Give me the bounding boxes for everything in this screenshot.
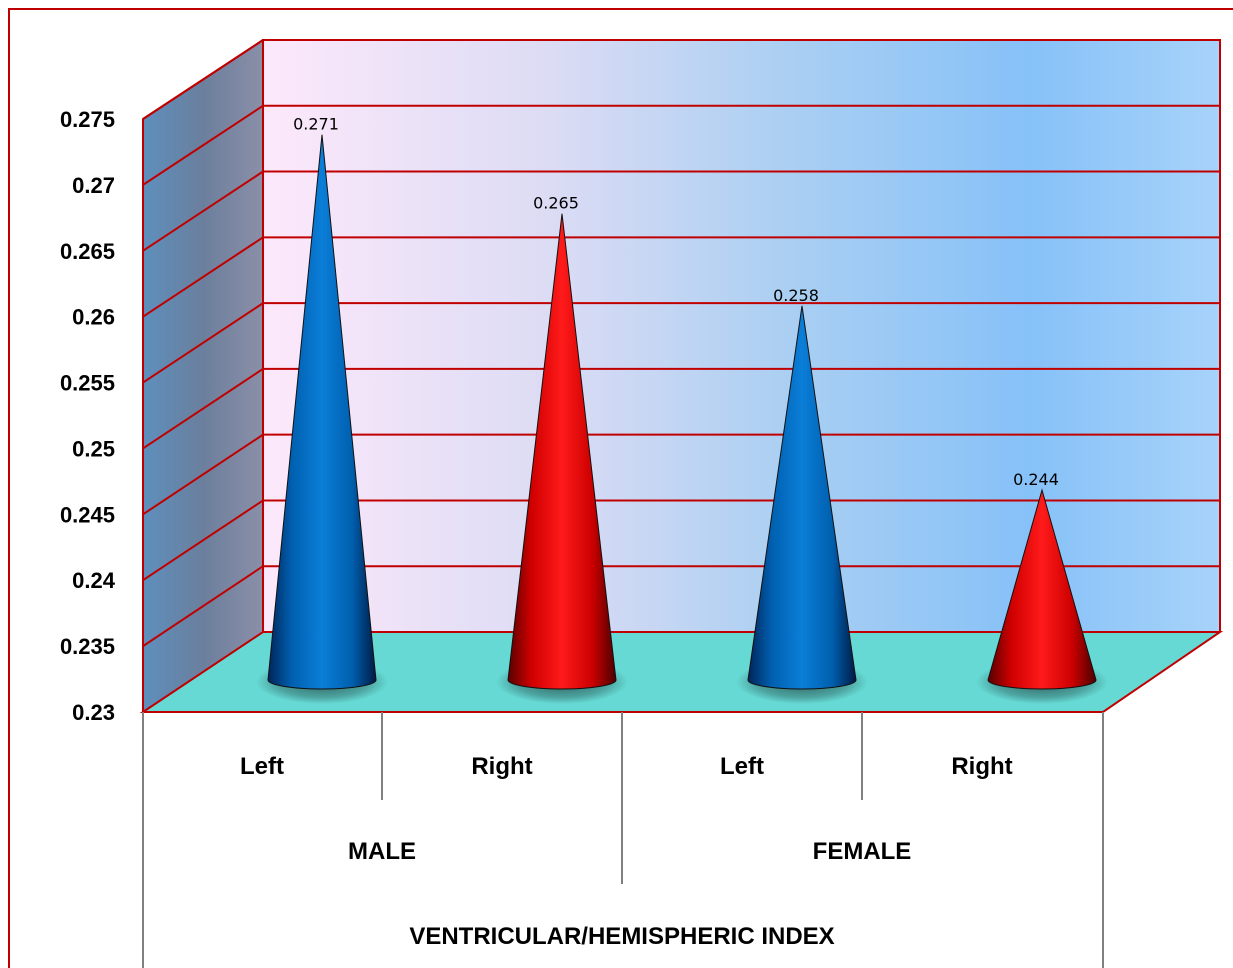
side-wall-outline <box>142 39 264 712</box>
group-label-male: MALE <box>348 838 416 865</box>
x-axis-title: VENTRICULAR/HEMISPHERIC INDEX <box>409 923 834 950</box>
y-tick-label: 0.245 <box>60 502 115 527</box>
y-tick-label: 0.23 <box>72 700 115 725</box>
back-wall <box>263 40 1220 632</box>
category-label: Left <box>720 753 764 780</box>
y-axis-ticks: 0.23 0.235 0.24 0.245 0.25 0.255 0.26 0.265 0.27… <box>60 107 116 725</box>
floor-outline <box>139 631 1224 713</box>
side-wall <box>143 40 263 712</box>
y-tick-label: 0.27 <box>72 173 115 198</box>
data-label: 0.244 <box>1013 470 1059 489</box>
category-label: Left <box>240 753 284 780</box>
data-label: 0.271 <box>293 115 339 134</box>
y-tick-label: 0.265 <box>60 239 115 264</box>
data-label: 0.258 <box>773 286 819 305</box>
group-label-female: FEMALE <box>813 838 912 865</box>
y-tick-label: 0.25 <box>72 436 115 461</box>
category-label: Right <box>951 753 1012 780</box>
y-tick-label: 0.255 <box>60 371 115 396</box>
y-tick-label: 0.26 <box>72 305 115 330</box>
back-wall-outline <box>262 39 1221 632</box>
cone-left <box>747 305 857 690</box>
category-axis: Left Right Left Right MALE FEMALE VENTRI… <box>142 712 1104 968</box>
y-tick-label: 0.275 <box>60 107 115 132</box>
cone-right <box>987 488 1097 690</box>
data-label: 0.265 <box>533 194 579 213</box>
cone-right <box>507 213 617 690</box>
y-tick-label: 0.24 <box>72 568 116 593</box>
y-tick-label: 0.235 <box>60 634 115 659</box>
series-cones <box>256 134 1108 704</box>
cone-left <box>267 134 377 690</box>
chart-floor <box>143 632 1220 712</box>
data-labels: 0.271 0.265 0.258 0.244 <box>293 115 1059 489</box>
category-label: Right <box>471 753 532 780</box>
